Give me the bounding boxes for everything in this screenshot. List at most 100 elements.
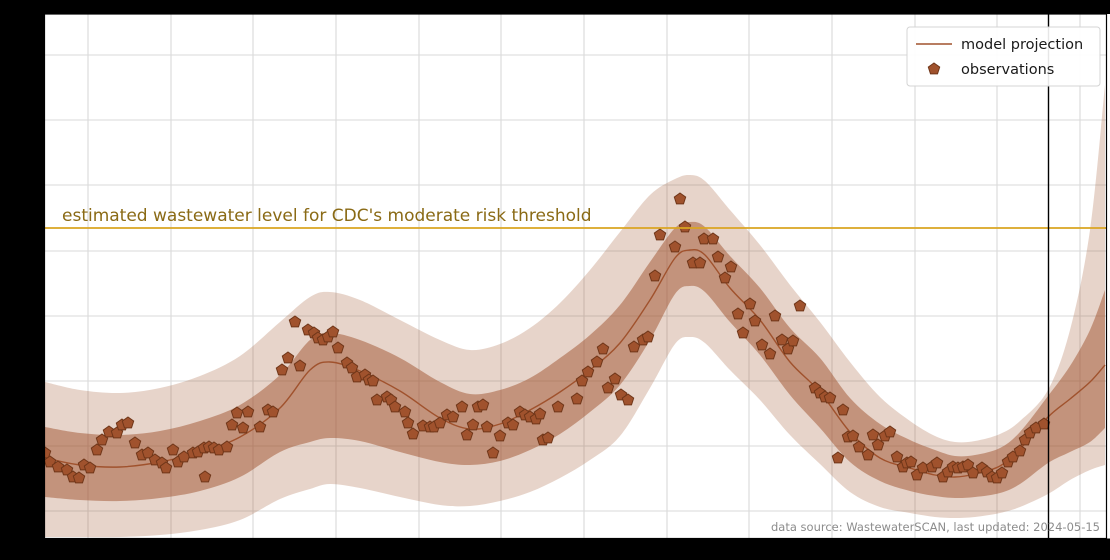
observation-marker [225, 418, 239, 431]
observation-marker [241, 405, 255, 418]
observation-marker [883, 425, 897, 438]
observation-marker [608, 372, 622, 385]
observation-marker [743, 297, 757, 310]
observation-marker [755, 338, 769, 351]
observation-marker [121, 416, 135, 429]
observation-marker [128, 436, 142, 449]
observation-marker [627, 340, 641, 353]
observation-marker [293, 359, 307, 372]
observation-marker [581, 365, 595, 378]
observation-marker [711, 250, 725, 263]
observation-marker [668, 240, 682, 253]
observation-marker [1013, 444, 1027, 457]
observation-marker [533, 407, 547, 420]
legend-pentagon-icon [927, 62, 941, 75]
observation-markers [44, 192, 1051, 484]
legend-label-model-projection: model projection [961, 37, 1083, 53]
observation-marker [460, 428, 474, 441]
observation-marker [281, 351, 295, 364]
observation-marker [51, 460, 65, 473]
observation-marker [398, 405, 412, 418]
observation-marker [220, 440, 234, 453]
observation-marker [621, 393, 635, 406]
observation-marker [736, 326, 750, 339]
observation-marker [166, 443, 180, 456]
observation-marker [961, 458, 975, 471]
observation-marker [775, 333, 789, 346]
observation-marker [995, 466, 1009, 479]
observation-marker [366, 374, 380, 387]
observation-marker [388, 400, 402, 413]
observation-marker [575, 374, 589, 387]
observation-marker [836, 403, 850, 416]
legend-box [906, 26, 1101, 87]
observation-marker [768, 309, 782, 322]
observation-marker [852, 440, 866, 453]
observation-marker [601, 381, 615, 394]
observation-marker [846, 429, 860, 442]
observation-marker [401, 416, 415, 429]
observation-marker [590, 355, 604, 368]
observation-marker [693, 256, 707, 269]
observation-marker [890, 450, 904, 463]
observation-marker [823, 391, 837, 404]
observation-marker [90, 443, 104, 456]
observation-marker [861, 448, 875, 461]
legend-label-observations: observations [961, 62, 1054, 78]
observation-marker [275, 363, 289, 376]
observation-marker [570, 392, 584, 405]
observation-marker [95, 433, 109, 446]
left-black-bar [0, 0, 45, 560]
observation-marker [480, 420, 494, 433]
observation-marker [331, 341, 345, 354]
observation-marker [724, 260, 738, 273]
observation-marker [673, 192, 687, 205]
observation-marker [253, 420, 267, 433]
observation-marker [763, 347, 777, 360]
observation-marker [596, 342, 610, 355]
legend: model projection observations [906, 26, 1101, 87]
plot-content [44, 14, 1107, 539]
observation-marker [72, 471, 86, 484]
observation-marker [786, 334, 800, 347]
observation-marker [266, 405, 280, 418]
observation-marker [551, 400, 565, 413]
observation-marker [641, 330, 655, 343]
observation-marker [326, 325, 340, 338]
observation-marker [541, 431, 555, 444]
observation-marker [731, 307, 745, 320]
observation-marker [455, 400, 469, 413]
observation-marker [345, 361, 359, 374]
observation-marker [466, 418, 480, 431]
top-black-bar [0, 0, 1110, 14]
observation-marker [433, 416, 447, 429]
observation-marker [493, 429, 507, 442]
observation-marker [159, 461, 173, 474]
observation-marker [866, 428, 880, 441]
observation-marker [476, 398, 490, 411]
observation-marker [83, 461, 97, 474]
observation-marker [141, 446, 155, 459]
observation-marker [648, 269, 662, 282]
observation-marker [236, 421, 250, 434]
source-note: data source: WastewaterSCAN, last update… [771, 520, 1100, 534]
observation-marker [904, 455, 918, 468]
observation-marker [198, 470, 212, 483]
uncertainty-band-inner [45, 221, 1105, 502]
observation-marker [706, 232, 720, 245]
observation-marker [288, 315, 302, 328]
bottom-black-bar [0, 539, 1110, 560]
figure-right-margin [1106, 14, 1110, 539]
observation-marker [831, 451, 845, 464]
observation-marker [406, 427, 420, 440]
observation-marker [486, 446, 500, 459]
observation-marker [230, 406, 244, 419]
observation-marker [871, 438, 885, 451]
observation-marker [748, 314, 762, 327]
observation-marker [718, 271, 732, 284]
observation-marker [678, 220, 692, 233]
observation-marker [506, 418, 520, 431]
observation-marker [793, 299, 807, 312]
